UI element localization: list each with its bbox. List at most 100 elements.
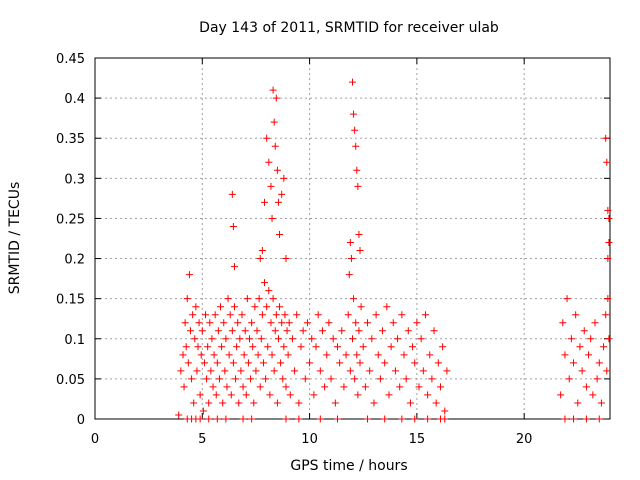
data-point <box>430 327 438 335</box>
y-tick-label: 0.2 <box>64 253 85 268</box>
data-point <box>259 359 267 367</box>
data-point <box>574 399 582 407</box>
data-point <box>368 335 376 343</box>
data-point <box>181 319 189 327</box>
data-point <box>217 303 225 311</box>
data-point <box>376 375 384 383</box>
data-point <box>364 319 372 327</box>
x-tick-label: 10 <box>301 432 318 447</box>
grid-lines <box>95 58 610 419</box>
data-point <box>346 367 354 375</box>
data-point <box>434 359 442 367</box>
data-point <box>354 391 362 399</box>
data-point <box>570 359 578 367</box>
data-point <box>209 383 217 391</box>
data-point <box>218 343 226 351</box>
data-point <box>273 166 281 174</box>
data-point <box>192 303 200 311</box>
data-point <box>400 351 408 359</box>
data-point <box>291 367 299 375</box>
data-point <box>194 343 202 351</box>
data-point <box>228 190 236 198</box>
y-tick-label: 0.15 <box>56 293 85 308</box>
data-point <box>352 142 360 150</box>
data-point <box>258 247 266 255</box>
data-point <box>273 399 281 407</box>
data-point <box>602 311 610 319</box>
data-point <box>303 319 311 327</box>
data-point <box>387 343 395 351</box>
data-point <box>208 335 216 343</box>
data-point <box>561 415 569 423</box>
data-point <box>227 391 235 399</box>
data-point <box>265 287 273 295</box>
y-tick-label: 0.25 <box>56 212 85 227</box>
data-point <box>299 327 307 335</box>
data-point <box>266 391 274 399</box>
data-point <box>274 335 282 343</box>
data-point <box>351 375 359 383</box>
data-point <box>202 311 210 319</box>
data-point <box>228 327 236 335</box>
data-point <box>381 359 389 367</box>
data-point <box>559 319 567 327</box>
data-point <box>345 271 353 279</box>
data-point <box>578 367 586 375</box>
data-point <box>391 367 399 375</box>
data-point <box>603 367 611 375</box>
plot-frame <box>94 57 611 420</box>
data-point <box>270 118 278 126</box>
data-point <box>338 327 346 335</box>
data-point <box>235 399 243 407</box>
data-point <box>212 391 220 399</box>
data-point <box>288 335 296 343</box>
data-point <box>349 335 356 343</box>
data-point <box>240 351 248 359</box>
data-point <box>587 335 595 343</box>
data-point <box>350 295 358 303</box>
data-point <box>263 134 271 142</box>
data-point <box>351 126 359 134</box>
x-tick-label: 20 <box>516 432 533 447</box>
data-point <box>246 335 253 343</box>
data-point <box>222 415 230 423</box>
data-point <box>271 327 279 335</box>
data-point <box>593 375 601 383</box>
data-point <box>370 399 378 407</box>
data-point <box>439 343 447 351</box>
data-point <box>179 351 187 359</box>
data-point <box>282 255 290 263</box>
data-point <box>280 343 288 351</box>
data-point <box>271 142 279 150</box>
data-point <box>419 367 427 375</box>
data-point <box>295 415 303 423</box>
data-point <box>563 295 571 303</box>
x-tick-label: 5 <box>198 432 206 447</box>
data-point <box>353 166 361 174</box>
data-point <box>346 239 354 247</box>
data-point <box>404 327 412 335</box>
data-point <box>184 359 192 367</box>
data-point <box>278 190 286 198</box>
data-point <box>223 383 231 391</box>
chart-title: Day 143 of 2011, SRMTID for receiver ula… <box>199 20 499 36</box>
data-point <box>597 399 605 407</box>
data-point <box>318 327 326 335</box>
data-point <box>297 343 305 351</box>
data-point <box>417 335 425 343</box>
data-point <box>314 311 322 319</box>
data-point <box>374 351 382 359</box>
data-point <box>413 319 421 327</box>
data-point <box>254 351 262 359</box>
data-point <box>283 327 291 335</box>
data-point <box>603 158 611 166</box>
data-point <box>356 359 364 367</box>
data-point <box>269 295 277 303</box>
data-point <box>366 367 374 375</box>
data-point <box>224 295 232 303</box>
data-point <box>359 343 367 351</box>
data-point <box>349 78 356 86</box>
data-point <box>589 391 597 399</box>
data-point <box>267 319 275 327</box>
